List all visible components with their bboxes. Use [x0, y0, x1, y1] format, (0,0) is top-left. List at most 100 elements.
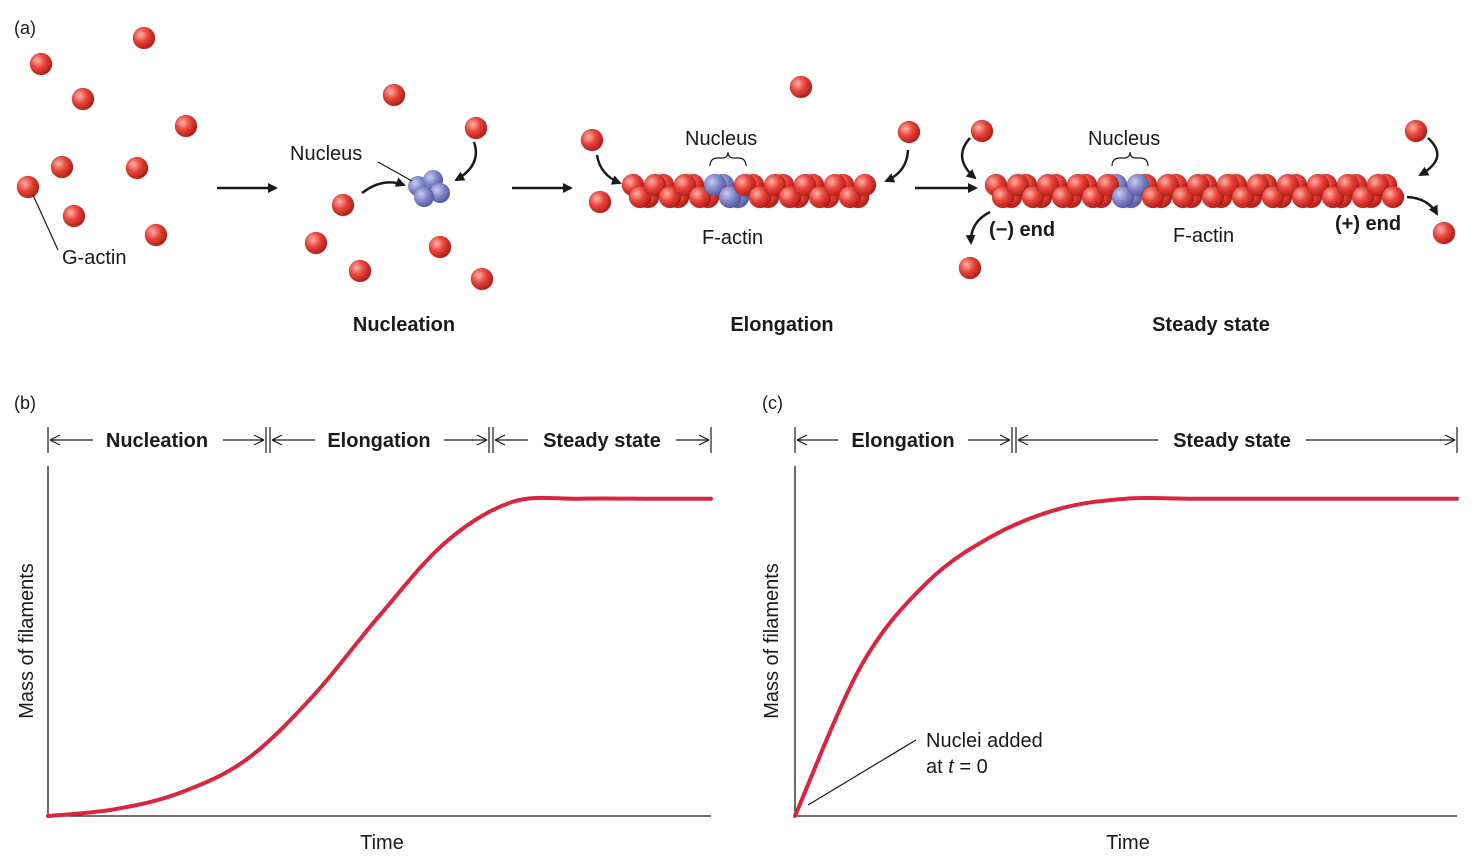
nucleation-arrow-right — [454, 141, 478, 182]
g-actin-monomer — [348, 259, 372, 283]
f-actin-subunit — [628, 185, 652, 209]
f-actin-subunit — [1231, 185, 1255, 209]
f-actin-subunit — [1036, 173, 1060, 197]
panel-a-label: (a) — [14, 18, 36, 38]
elongation-arrow-right — [884, 149, 910, 183]
panel-b-xlabel: Time — [360, 832, 404, 854]
panel-c-phase-elongation: Elongation — [851, 430, 954, 452]
g-actin-leader-line — [32, 194, 59, 251]
elongation-f-actin-label: F-actin — [702, 227, 763, 249]
f-actin-subunit — [1336, 173, 1360, 197]
f-actin-subunit — [1366, 173, 1390, 197]
f-actin-subunit — [1006, 173, 1030, 197]
elongation-f-actin-filament — [621, 173, 877, 209]
panel-b-curve — [46, 495, 713, 818]
f-actin-subunit — [1186, 173, 1210, 197]
f-actin-subunit — [733, 173, 757, 197]
g-actin-monomer — [132, 26, 156, 50]
g-actin-monomer — [588, 190, 612, 214]
nucleation-nucleus — [408, 170, 450, 207]
g-actin-monomer — [897, 120, 921, 144]
f-actin-subunit — [1291, 185, 1315, 209]
panel-c-xlabel: Time — [1106, 832, 1150, 854]
g-actin-monomer — [789, 75, 813, 99]
g-actin-monomer — [580, 128, 604, 152]
f-actin-subunit — [1066, 173, 1090, 197]
nucleus-subunit — [718, 185, 742, 209]
g-actin-monomer — [428, 235, 452, 259]
stage-label-nucleation: Nucleation — [353, 314, 455, 336]
f-actin-subunit — [1201, 185, 1225, 209]
panel-b-phase-steady-state: Steady state — [543, 430, 661, 452]
steady-arrow-out-plus — [1406, 195, 1439, 216]
g-actin-monomer — [1404, 119, 1428, 143]
f-actin-subunit — [673, 173, 697, 197]
panel-b-phase-bar — [47, 427, 712, 453]
f-actin-subunit — [1351, 185, 1375, 209]
g-actin-monomer — [304, 231, 328, 255]
nucleus-subunit — [1126, 173, 1150, 197]
nucleus-leader-line — [377, 161, 413, 182]
g-actin-monomer — [470, 267, 494, 291]
nucleation-arrow-left — [361, 177, 406, 194]
minus-end-label: (−) end — [989, 219, 1055, 241]
f-actin-subunit — [1321, 185, 1345, 209]
elongation-arrow-left — [595, 154, 622, 185]
panel-b-phase-elongation: Elongation — [327, 430, 430, 452]
f-actin-subunit — [1171, 185, 1195, 209]
stage-label-steady-state: Steady state — [1152, 314, 1270, 336]
steady-arrow-out-minus — [965, 210, 991, 245]
g-actin-monomer — [331, 193, 355, 217]
steady-nucleus-brace — [1111, 151, 1149, 167]
g-actin-monomer — [464, 116, 488, 140]
steady-f-actin-label: F-actin — [1173, 225, 1234, 247]
f-actin-subunit — [823, 173, 847, 197]
g-actin-monomer — [16, 175, 40, 199]
elongation-nucleus-brace — [709, 151, 747, 167]
nucleus-subunit — [1111, 185, 1135, 209]
f-actin-subunit — [658, 185, 682, 209]
f-actin-subunit — [1156, 173, 1180, 197]
g-actin-monomer — [125, 156, 149, 180]
plus-end-label: (+) end — [1335, 213, 1401, 235]
g-actin-monomer — [1432, 221, 1456, 245]
f-actin-subunit — [748, 185, 772, 209]
f-actin-subunit — [1021, 185, 1045, 209]
panel-b-phase-nucleation: Nucleation — [106, 430, 208, 452]
panel-c-annotation-line2: at t = 0 — [926, 756, 988, 778]
steady-arrow-in-right — [1418, 137, 1439, 177]
steady-arrow-in-left — [961, 137, 977, 180]
nucleation-nucleus-label: Nucleus — [290, 143, 362, 165]
panel-c-annotation-leader — [807, 739, 917, 806]
f-actin-subunit — [793, 173, 817, 197]
f-actin-subunit — [763, 173, 787, 197]
stage-label-elongation: Elongation — [730, 314, 833, 336]
f-actin-subunit — [643, 173, 667, 197]
panel-b-ylabel: Mass of filaments — [16, 563, 38, 719]
f-actin-subunit — [778, 185, 802, 209]
nucleus-subunit — [703, 173, 727, 197]
f-actin-subunit — [1381, 185, 1405, 209]
g-actin-label: G-actin — [62, 247, 126, 269]
f-actin-subunit — [853, 173, 877, 197]
f-actin-subunit — [688, 185, 712, 209]
panel-c-annotation-line1: Nuclei added — [926, 730, 1043, 752]
g-actin-monomer — [29, 52, 53, 76]
f-actin-subunit — [1261, 185, 1285, 209]
g-actin-monomer — [174, 114, 198, 138]
panel-c-curve — [793, 495, 1459, 818]
panel-c-ylabel: Mass of filaments — [761, 563, 783, 719]
f-actin-subunit — [1276, 173, 1300, 197]
f-actin-subunit — [991, 185, 1015, 209]
g-actin-monomer — [382, 83, 406, 107]
panel-c-label: (c) — [762, 393, 783, 413]
steady-nucleus-label: Nucleus — [1088, 128, 1160, 150]
panel-c-phase-steady-state: Steady state — [1173, 430, 1291, 452]
f-actin-subunit — [808, 185, 832, 209]
f-actin-subunit — [1246, 173, 1270, 197]
steady-state-f-actin-filament — [984, 173, 1405, 209]
g-actin-monomer — [62, 204, 86, 228]
panel-c-phase-bar — [794, 427, 1458, 453]
g-actin-monomer — [50, 155, 74, 179]
